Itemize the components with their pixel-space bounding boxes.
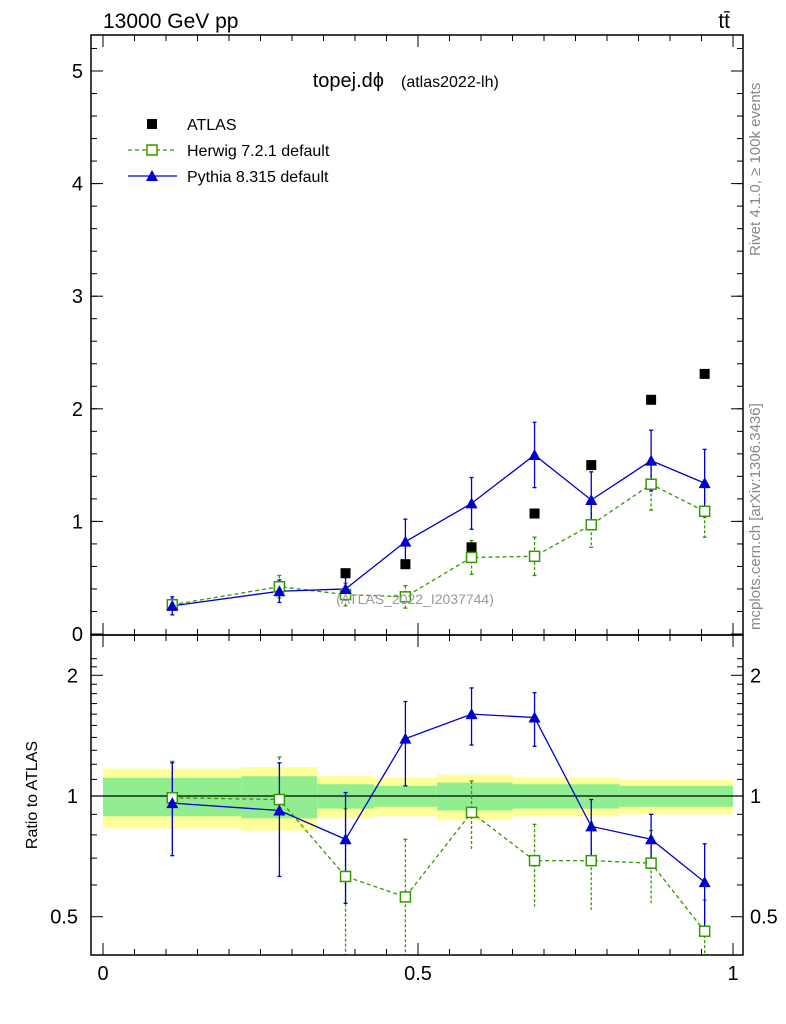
herwig-point xyxy=(698,505,711,518)
ratio-pythia-point xyxy=(645,833,658,845)
legend: ATLAS Herwig 7.2.1 default Pythia 8.315 … xyxy=(128,117,330,186)
ratio-frame xyxy=(90,634,744,956)
pythia-point xyxy=(399,535,412,547)
chart-title-note: (atlas2022-lh) xyxy=(401,74,499,91)
ratio-herwig-point xyxy=(645,857,657,869)
ratio-y-tick-label-right: 1 xyxy=(750,786,761,808)
legend-atlas-label: ATLAS xyxy=(187,117,237,134)
x-tick-label: 1 xyxy=(727,963,738,985)
herwig-point xyxy=(528,550,541,563)
legend-herwig-marker xyxy=(146,144,158,156)
ratio-herwig-point xyxy=(339,870,352,883)
y-tick-label: 3 xyxy=(72,286,83,308)
atlas-point xyxy=(529,508,540,519)
ratio-y-tick-label-left: 2 xyxy=(67,665,78,687)
x-tick-label: 0.5 xyxy=(404,963,432,985)
ratio-pythia-point xyxy=(339,833,352,845)
atlas-point xyxy=(400,559,411,570)
atlas-point xyxy=(699,368,710,379)
x-tick-label: 0 xyxy=(97,963,108,985)
pythia-point xyxy=(166,599,179,611)
ratio-pythia-point xyxy=(465,708,478,720)
rivet-label: Rivet 4.1.0, ≥ 100k events xyxy=(747,83,764,256)
legend-pythia-label: Pythia 8.315 default xyxy=(187,169,329,186)
mcplots-label: mcplots.cern.ch [arXiv:1306.3436] xyxy=(747,403,764,630)
ratio-herwig-point xyxy=(698,925,711,937)
pythia-point xyxy=(528,448,541,460)
main-series xyxy=(166,368,711,616)
y-tick-label: 2 xyxy=(72,399,83,421)
process-label: tt̄ xyxy=(718,10,730,33)
ratio-pythia-point xyxy=(585,820,598,832)
pythia-line xyxy=(172,454,705,607)
atlas-point xyxy=(340,568,351,579)
main-plot: 0 1 2 3 4 5 topej.dϕ (atlas2022-lh) (ATLAS_20… xyxy=(72,34,744,646)
ratio-y-tick-label-right: 0.5 xyxy=(750,907,778,929)
legend-atlas-marker xyxy=(147,119,157,129)
herwig-point xyxy=(585,519,597,531)
herwig-point xyxy=(399,591,412,603)
ratio-herwig-point xyxy=(399,891,412,903)
ratio-pythia-point xyxy=(528,711,541,723)
pythia-point xyxy=(645,454,658,466)
ratio-plot: 0.5 0.5 1 1 2 2 0 0.5 1 Ratio to ATLAS xyxy=(24,634,778,985)
ratio-ylabel: Ratio to ATLAS xyxy=(24,741,41,849)
main-ticks: 0 1 2 3 4 5 xyxy=(72,35,743,646)
legend-pythia-marker xyxy=(146,170,158,181)
y-tick-label: 5 xyxy=(72,61,83,83)
y-tick-label: 1 xyxy=(72,511,83,533)
beam-label: 13000 GeV pp xyxy=(103,10,238,33)
ratio-herwig-point xyxy=(585,854,597,867)
ratio-y-tick-label-left: 1 xyxy=(67,786,78,808)
ratio-pythia-point xyxy=(273,804,286,816)
y-tick-label: 0 xyxy=(72,624,83,646)
atlas-point xyxy=(646,394,657,405)
ratio-ticks: 0.5 0.5 1 1 2 2 0 0.5 1 xyxy=(50,635,778,985)
pythia-point xyxy=(273,585,286,597)
pythia-point xyxy=(465,497,478,509)
atlas-point xyxy=(466,542,477,553)
chart-title: topej.dϕ xyxy=(313,70,384,92)
ratio-bands xyxy=(91,767,743,831)
pythia-point xyxy=(339,582,352,594)
ratio-herwig-point xyxy=(273,793,286,806)
ratio-pythia-point xyxy=(399,732,412,744)
ratio-herwig-point xyxy=(528,854,541,867)
atlas-point xyxy=(586,460,597,471)
analysis-watermark: (ATLAS_2022_I2037744) xyxy=(336,591,494,607)
ratio-series xyxy=(166,687,711,955)
y-tick-label: 4 xyxy=(72,174,83,196)
ratio-y-tick-label-left: 0.5 xyxy=(50,907,78,929)
ratio-y-tick-label-right: 2 xyxy=(750,665,761,687)
pythia-point xyxy=(585,494,598,506)
herwig-point xyxy=(645,478,657,490)
ratio-pythia-point xyxy=(166,797,179,809)
herwig-line xyxy=(172,483,705,606)
ratio-herwig-point xyxy=(465,806,478,819)
legend-herwig-label: Herwig 7.2.1 default xyxy=(187,143,330,160)
herwig-point xyxy=(465,551,478,564)
pythia-point xyxy=(698,477,711,489)
ratio-pythia-point xyxy=(698,876,711,888)
